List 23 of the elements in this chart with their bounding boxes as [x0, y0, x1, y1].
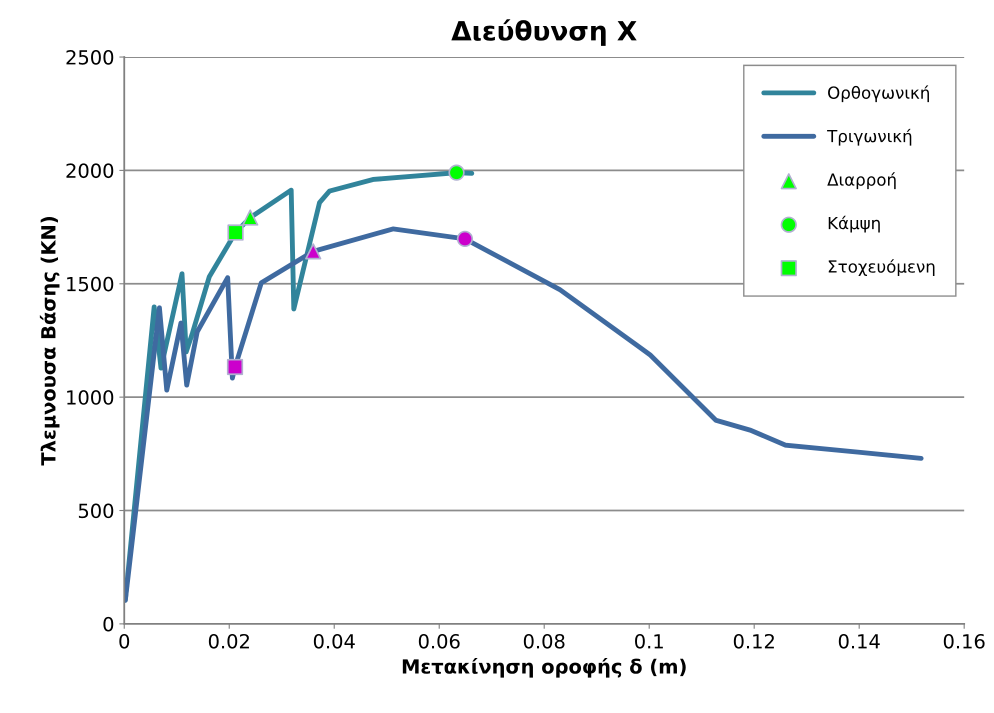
chart-title: Διεύθυνση X: [451, 19, 637, 46]
x-tick-label: 0.1: [635, 634, 663, 649]
y-tick-label: 2500: [66, 50, 114, 65]
x-axis-title: Μετακίνηση οροφής δ (m): [402, 658, 686, 678]
y-tick-label: 2000: [66, 163, 114, 178]
legend-label: Διαρροή: [827, 172, 896, 190]
y-tick-label: 500: [78, 503, 114, 518]
legend-label: Ορθογωνική: [828, 85, 929, 102]
y-tick-label: 1500: [67, 276, 114, 292]
x-tick-label: 0.12: [734, 634, 774, 649]
x-tick-label: 0.06: [418, 634, 460, 649]
x-tick-label: 0.02: [208, 634, 249, 649]
legend-label: Κάμψη: [828, 216, 880, 233]
x-tick-label: 0.16: [944, 634, 985, 649]
x-tick-label: 0.08: [524, 634, 565, 649]
y-tick-label: 0: [103, 616, 114, 632]
x-tick-label: 0.04: [314, 634, 355, 649]
y-axis-title: Τλεμνουσα Βάσης (KN): [40, 216, 60, 466]
x-tick-label: 0: [119, 634, 130, 649]
legend-label: Τριγωνική: [827, 128, 912, 146]
y-tick-label: 1000: [67, 390, 114, 405]
legend-label: Στοχευόμενη: [828, 259, 934, 276]
x-tick-label: 0.14: [838, 634, 880, 649]
